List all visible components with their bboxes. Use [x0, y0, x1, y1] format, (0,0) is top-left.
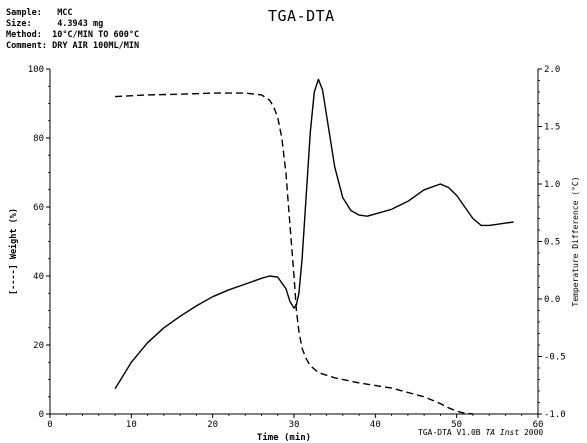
y-right-tick-label: 0.0 — [544, 295, 560, 305]
y-left-tick-label: 20 — [33, 341, 44, 351]
instrument-footer: TGA-DTA V1.0B TA Inst 2000 — [418, 428, 543, 437]
y-right-axis-label: Temperature Difference (°C) — [571, 176, 580, 306]
footer-prefix: TGA-DTA V1.0B — [418, 428, 486, 437]
sample-label: Sample: — [6, 8, 42, 18]
size-value: 4.3943 mg — [57, 19, 104, 29]
ticks-group: 0 10 20 30 40 50 60 0 20 40 60 80 100 -1.0 -0.5 0.0 0.5 1… — [28, 65, 566, 430]
footer-suffix: 2000 — [519, 428, 544, 437]
y-right-tick-label: -1.0 — [544, 410, 566, 420]
comment-row: Comment: DRY AIR 100ML/MIN — [6, 41, 139, 52]
x-tick-label: 30 — [289, 420, 300, 430]
method-label: Method: — [6, 30, 42, 40]
y-right-tick-label: -0.5 — [544, 353, 566, 363]
footer-italic: TA Inst — [485, 428, 520, 437]
size-label: Size: — [6, 19, 32, 29]
x-tick-label: 0 — [47, 420, 52, 430]
x-tick-label: 50 — [451, 420, 462, 430]
y-left-tick-label: 60 — [33, 203, 44, 213]
x-tick-label: 20 — [207, 420, 218, 430]
x-tick-label: 10 — [126, 420, 137, 430]
chart-title: TGA-DTA — [268, 7, 335, 25]
method-row: Method: 10°C/MIN TO 600°C — [6, 30, 139, 41]
comment-label: Comment: — [6, 41, 47, 51]
method-value: 10°C/MIN TO 600°C — [52, 30, 140, 40]
y-left-tick-label: 0 — [39, 410, 44, 420]
axis-labels-group: Time (min) [----] Weight (%) Temperature D… — [8, 176, 580, 443]
sample-value: MCC — [57, 8, 73, 18]
y-right-tick-label: 1.0 — [544, 180, 560, 190]
x-tick-label: 40 — [370, 420, 381, 430]
weight-line — [115, 92, 473, 415]
y-left-tick-label: 100 — [28, 65, 44, 75]
y-right-tick-label: 1.5 — [544, 123, 560, 133]
y-left-tick-label: 40 — [33, 272, 44, 282]
x-axis-label: Time (min) — [257, 432, 311, 443]
series-group — [114, 78, 514, 415]
y-left-axis-label: [----] Weight (%) — [8, 208, 19, 295]
temperature-difference-line — [114, 78, 514, 390]
axes-group — [49, 69, 539, 415]
size-row: Size: 4.3943 mg — [6, 19, 139, 30]
y-left-tick-label: 80 — [33, 134, 44, 144]
y-right-tick-label: 0.5 — [544, 238, 560, 248]
y-right-tick-label: 2.0 — [544, 65, 560, 75]
sample-info-block: Sample: MCC Size: 4.3943 mg Method: 10°C… — [6, 8, 139, 52]
sample-row: Sample: MCC — [6, 8, 139, 19]
comment-value: DRY AIR 100ML/MIN — [52, 41, 140, 51]
x-tick-label: 60 — [533, 420, 544, 430]
